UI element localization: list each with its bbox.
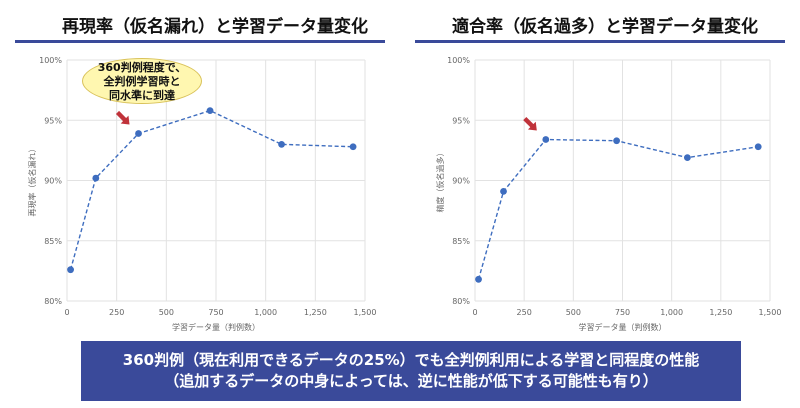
data-point [278, 140, 285, 148]
summary-banner: 360判例（現在利用できるデータの25%）でも全判例利用による学習と同程度の性能… [81, 341, 741, 401]
x-tick-label: 750 [208, 308, 223, 317]
arrow-shaft [523, 116, 535, 128]
x-tick-label: 1,250 [709, 308, 732, 317]
data-point [500, 187, 507, 195]
x-tick-label: 1,000 [254, 308, 277, 317]
series-line [477, 138, 759, 280]
x-axis-label: 学習データ量（判例数） [579, 322, 667, 332]
callout-line-1: 360判例程度で、 [97, 61, 187, 74]
pointer-arrow-icon [523, 116, 537, 131]
y-axis-label: 再現率（仮名漏れ） [27, 145, 37, 217]
summary-line-1: 360判例（現在利用できるデータの25%）でも全判例利用による学習と同程度の性能 [122, 351, 700, 369]
callout-bubble: 360判例程度で、 全判例学習時と 同水準に到達 [82, 58, 202, 104]
callout-line-3: 同水準に到達 [109, 89, 175, 102]
title-underline-left [15, 40, 385, 43]
x-axis-label: 学習データ量（判例数） [172, 322, 260, 332]
y-tick-label: 85% [452, 237, 470, 246]
y-tick-label: 90% [44, 177, 62, 186]
x-tick-label: 0 [472, 308, 477, 317]
recall-chart: 80% 85% 90% 95% 100% 0 250 500 750 1,000 1,250 1,50… [27, 56, 377, 332]
y-axis-label: 精度（仮名過多） [435, 149, 445, 213]
arrow-shaft [115, 110, 127, 122]
series-line [69, 109, 354, 270]
x-tick-label: 1,500 [354, 308, 377, 317]
data-point [613, 137, 620, 145]
data-point [475, 275, 482, 283]
x-tick-label: 0 [64, 308, 69, 317]
y-tick-label: 90% [452, 177, 470, 186]
arrow-head [527, 121, 537, 131]
x-tick-label: 500 [566, 308, 581, 317]
data-point [67, 266, 74, 274]
arrow-head [120, 115, 130, 125]
data-point [206, 107, 214, 115]
data-point [542, 136, 550, 143]
title-underline-right [415, 40, 785, 43]
y-tick-label: 100% [39, 56, 62, 65]
x-tick-label: 250 [517, 308, 532, 317]
data-point [92, 174, 100, 182]
summary-line-2: （追加するデータの中身によっては、逆に性能が低下する可能性も有り） [164, 372, 658, 390]
x-tick-label: 1,500 [759, 308, 782, 317]
y-tick-label: 95% [44, 116, 62, 125]
x-tick-label: 1,000 [660, 308, 683, 317]
callout-line-2: 全判例学習時と [103, 75, 181, 88]
chart-title-recall: 再現率（仮名漏れ）と学習データ量変化 [62, 17, 368, 37]
y-tick-label: 95% [452, 116, 470, 125]
data-point [135, 130, 142, 137]
y-tick-label: 100% [447, 56, 470, 65]
x-tick-label: 750 [615, 308, 630, 317]
x-tick-label: 500 [159, 308, 174, 317]
y-tick-label: 80% [44, 297, 62, 306]
chart-title-precision: 適合率（仮名過多）と学習データ量変化 [452, 17, 758, 37]
data-point [684, 154, 691, 162]
pointer-arrow-icon [115, 110, 130, 125]
precision-chart: 80% 85% 90% 95% 100% 0 250 500 750 1,000 1,250 1,50… [435, 56, 782, 332]
x-tick-label: 1,250 [304, 308, 327, 317]
data-point [349, 143, 357, 151]
data-point [754, 143, 762, 151]
y-tick-label: 80% [452, 297, 470, 306]
y-tick-label: 85% [44, 237, 62, 246]
x-tick-label: 250 [109, 308, 124, 317]
